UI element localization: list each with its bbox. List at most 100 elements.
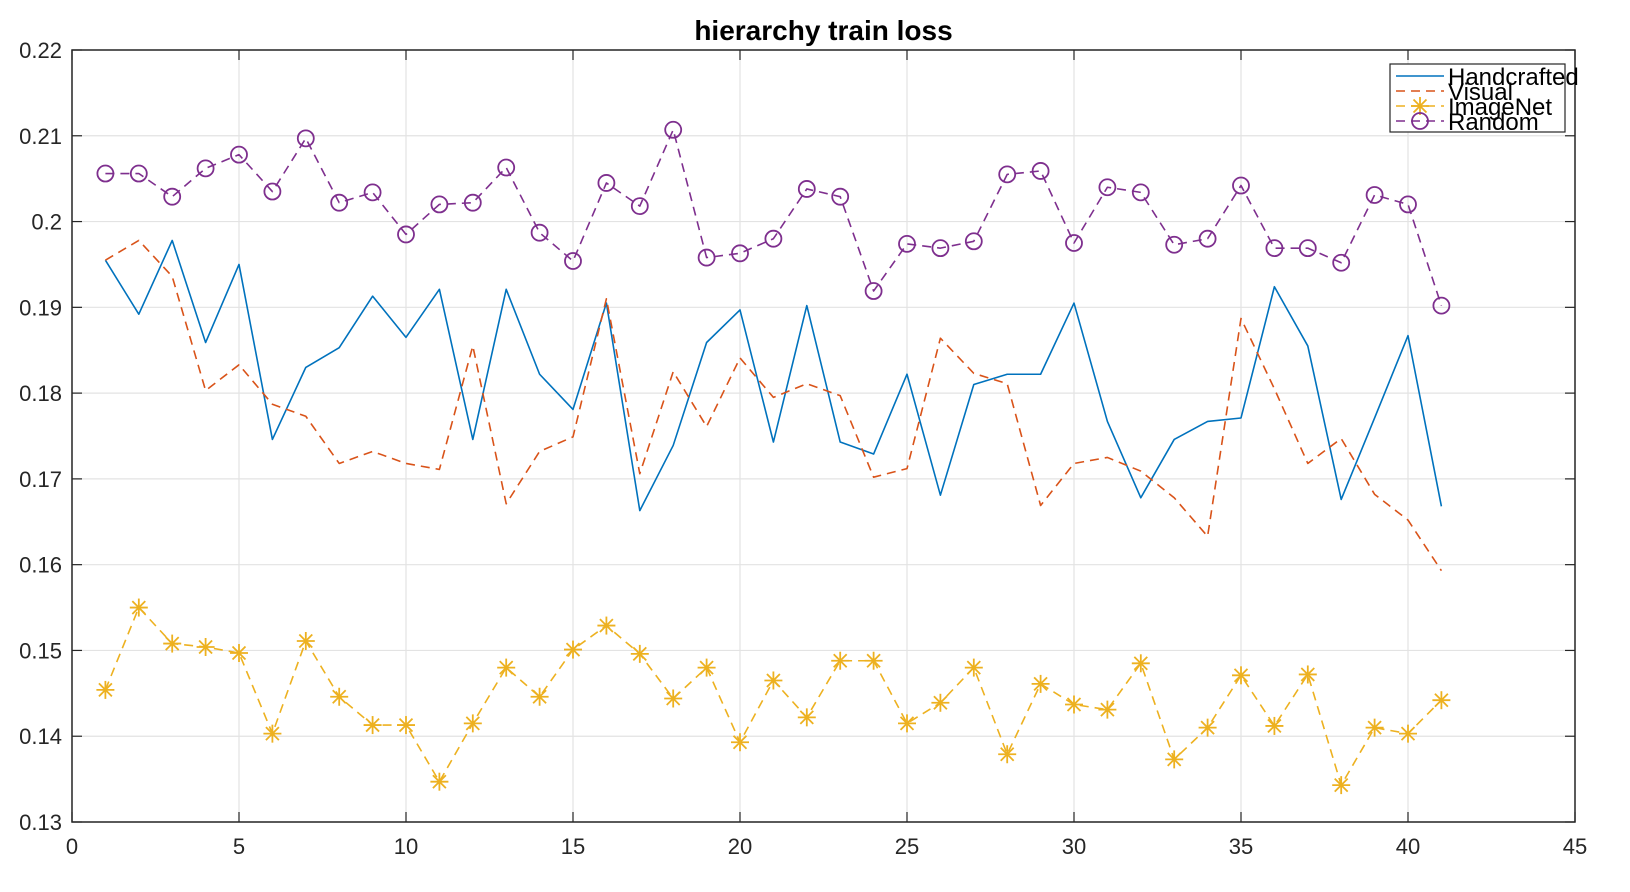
data-point-imagenet <box>296 632 315 651</box>
x-tick-label: 25 <box>895 834 919 859</box>
data-point-random <box>1098 178 1117 197</box>
data-point-random <box>497 158 516 177</box>
data-point-imagenet <box>96 680 115 699</box>
data-point-imagenet <box>998 745 1017 764</box>
y-tick-label: 0.21 <box>19 124 62 149</box>
data-point-random <box>1332 253 1351 272</box>
data-point-random <box>964 232 983 251</box>
data-point-random <box>1432 296 1451 315</box>
legend-item-random: Random <box>1396 109 1539 136</box>
data-point-imagenet <box>797 708 816 727</box>
y-tick-label: 0.22 <box>19 38 62 63</box>
x-tick-label: 15 <box>561 834 585 859</box>
x-tick-label: 10 <box>394 834 418 859</box>
data-point-imagenet <box>564 640 582 659</box>
data-point-random <box>931 239 950 258</box>
data-point-random <box>797 180 816 198</box>
data-point-imagenet <box>630 644 649 663</box>
data-point-imagenet <box>831 651 850 670</box>
tick-labels: 0 5 10 15 20 25 30 35 40 45 0.13 0.14 0.15 0.16 0.17 0.… <box>19 38 1587 859</box>
legend-label-visual: Visual <box>1448 79 1513 106</box>
data-point-random <box>630 197 649 216</box>
data-point-random <box>1198 229 1217 248</box>
data-point-imagenet <box>530 687 549 706</box>
data-point-random <box>1065 234 1083 252</box>
data-point-random <box>96 164 115 183</box>
series-imagenet <box>96 598 1451 795</box>
x-tick-label: 30 <box>1062 834 1086 859</box>
data-point-imagenet <box>597 616 616 635</box>
data-point-imagenet <box>898 714 916 733</box>
legend-marker-random <box>1411 112 1429 130</box>
data-point-imagenet <box>964 658 983 677</box>
data-point-imagenet <box>1265 716 1284 735</box>
data-point-random <box>664 120 683 139</box>
y-tick-label: 0.13 <box>19 810 62 835</box>
data-point-imagenet <box>163 634 182 653</box>
data-point-random <box>1399 195 1417 214</box>
x-tick-label: 20 <box>728 834 752 859</box>
data-point-random <box>597 174 616 192</box>
data-point-imagenet <box>731 733 749 752</box>
data-point-random <box>898 234 916 253</box>
data-point-random <box>430 195 449 214</box>
data-point-imagenet <box>664 689 683 708</box>
plot-area <box>72 50 1575 822</box>
x-tick-label: 0 <box>66 834 78 859</box>
data-point-imagenet <box>330 687 349 706</box>
data-point-imagenet <box>1298 665 1317 684</box>
data-point-imagenet <box>1065 695 1083 714</box>
data-point-random <box>1365 186 1384 204</box>
data-point-random <box>363 183 382 202</box>
data-point-random <box>1131 183 1150 202</box>
legend-label-random: Random <box>1448 109 1539 136</box>
data-point-imagenet <box>196 638 215 657</box>
data-point-imagenet <box>1365 718 1384 737</box>
data-point-imagenet <box>697 658 716 677</box>
data-point-imagenet <box>864 651 883 670</box>
data-point-random <box>163 187 182 206</box>
series-line-visual <box>104 239 1443 572</box>
data-point-random <box>397 225 415 244</box>
data-point-imagenet <box>1131 654 1150 673</box>
y-tick-label: 0.19 <box>19 295 62 320</box>
data-point-random <box>731 244 749 263</box>
data-point-random <box>1165 235 1184 254</box>
data-point-random <box>1265 239 1284 258</box>
data-point-imagenet <box>1198 718 1217 737</box>
x-tick-label: 5 <box>233 834 245 859</box>
legend-marker-imagenet <box>1411 97 1429 115</box>
data-point-imagenet <box>1031 674 1050 693</box>
data-point-imagenet <box>764 671 783 690</box>
legend-item-imagenet: ImageNet <box>1396 94 1552 121</box>
data-point-imagenet <box>1432 691 1451 710</box>
data-point-random <box>1232 176 1250 195</box>
y-tick-label: 0.14 <box>19 724 62 749</box>
series-visual <box>104 239 1443 572</box>
data-point-imagenet <box>363 716 382 735</box>
x-tick-label: 45 <box>1563 834 1587 859</box>
y-tick-label: 0.17 <box>19 467 62 492</box>
data-point-random <box>764 229 783 248</box>
data-point-random <box>864 282 883 300</box>
data-point-imagenet <box>1332 776 1351 795</box>
legend-label-handcrafted: Handcrafted <box>1448 64 1579 91</box>
data-point-random <box>1031 162 1050 180</box>
x-tick-label: 35 <box>1229 834 1253 859</box>
chart-title: hierarchy train loss <box>694 15 952 46</box>
data-point-imagenet <box>1232 666 1250 685</box>
data-point-imagenet <box>1165 750 1184 769</box>
data-point-random <box>263 182 282 201</box>
data-point-imagenet <box>1399 724 1417 743</box>
x-tick-label: 40 <box>1396 834 1420 859</box>
data-point-random <box>129 164 148 183</box>
data-point-random <box>998 165 1017 184</box>
data-point-random <box>1298 239 1317 258</box>
y-tick-label: 0.18 <box>19 381 62 406</box>
data-point-imagenet <box>230 644 248 663</box>
data-point-random <box>230 145 248 164</box>
y-tick-label: 0.15 <box>19 638 62 663</box>
data-point-random <box>831 187 850 206</box>
